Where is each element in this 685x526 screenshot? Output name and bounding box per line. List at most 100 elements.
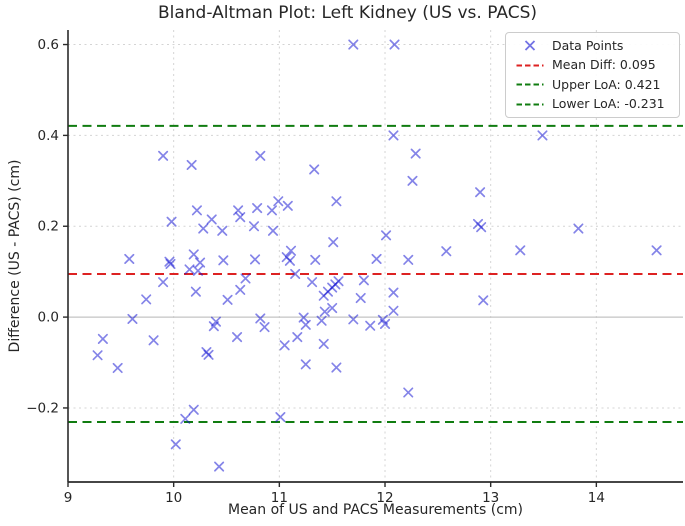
data-point: [379, 318, 391, 329]
legend-label: Lower LoA: -0.231: [552, 96, 665, 111]
data-point: [275, 411, 286, 423]
chart-title: Bland-Altman Plot: Left Kidney (US vs. P…: [157, 3, 537, 23]
legend-item-mean-diff: Mean Diff: 0.095: [506, 57, 679, 72]
legend-label: Upper LoA: 0.421: [552, 76, 661, 92]
data-point: [478, 295, 489, 306]
data-point: [273, 196, 284, 207]
data-point: [410, 148, 421, 159]
data-point: [309, 164, 320, 175]
y-tick-label--0.2: −0.2: [26, 400, 59, 416]
data-point: [190, 286, 201, 297]
data-point: [348, 314, 359, 325]
data-point: [282, 200, 293, 211]
data-point: [184, 264, 195, 275]
data-point: [240, 273, 251, 284]
data-point: [403, 387, 414, 398]
data-point: [97, 333, 108, 344]
data-point: [348, 39, 359, 50]
data-point: [158, 150, 169, 161]
data-point: [307, 277, 318, 288]
data-point: [164, 256, 175, 267]
data-point: [255, 150, 266, 161]
legend: Data Points Mean Diff: 0.095 Upper LoA: …: [505, 32, 680, 118]
data-point: [166, 216, 177, 227]
data-point: [252, 203, 263, 214]
legend-green-dashed-line-icon: [516, 103, 544, 106]
legend-item-upper-loa: Upper LoA: 0.421: [506, 78, 679, 91]
data-point: [127, 313, 138, 324]
legend-green-dashed-line-icon: [516, 83, 544, 86]
x-tick-label-11: 11: [271, 490, 288, 506]
legend-x-marker-icon: [524, 40, 536, 51]
data-point: [285, 245, 297, 256]
data-point: [217, 225, 228, 236]
data-point: [318, 338, 329, 349]
x-tick-label-12: 12: [376, 490, 393, 506]
y-tick-label-0.2: 0.2: [38, 219, 59, 235]
x-tick-label-14: 14: [588, 490, 605, 506]
data-point: [206, 214, 217, 225]
data-point: [124, 253, 135, 265]
data-point: [158, 277, 169, 288]
data-point: [328, 237, 339, 248]
y-tick-label-0: 0.0: [38, 310, 59, 326]
data-point: [355, 292, 366, 304]
data-point: [515, 245, 526, 256]
data-point: [537, 130, 548, 141]
x-tick-label-10: 10: [165, 490, 182, 506]
y-tick-label-0.6: 0.6: [38, 37, 59, 53]
legend-item-data-points: Data Points: [506, 39, 679, 52]
x-axis-label: Mean of US and PACS Measurements (cm): [227, 502, 524, 518]
legend-label: Data Points: [552, 37, 624, 53]
data-point: [292, 332, 303, 343]
data-point: [112, 362, 123, 374]
data-point: [180, 413, 191, 424]
data-point: [651, 245, 662, 256]
data-point: [381, 230, 392, 241]
data-point: [208, 321, 219, 332]
data-point: [186, 159, 197, 170]
data-point: [266, 205, 277, 216]
data-point: [331, 362, 342, 373]
data-point: [388, 305, 399, 316]
data-point: [365, 320, 376, 331]
data-point: [388, 130, 399, 141]
data-point: [388, 287, 399, 298]
data-point: [141, 294, 152, 305]
data-point: [371, 253, 382, 265]
data-point: [233, 205, 244, 216]
data-point: [300, 319, 311, 330]
data-point: [290, 268, 301, 279]
data-point: [279, 340, 290, 351]
data-point: [403, 254, 414, 265]
data-point: [319, 306, 330, 317]
data-point: [170, 439, 181, 450]
data-point: [573, 223, 584, 234]
data-point: [218, 255, 229, 266]
legend-item-lower-loa: Lower LoA: -0.231: [506, 96, 679, 111]
data-point: [407, 175, 418, 186]
data-point: [255, 313, 266, 324]
data-point: [235, 284, 246, 295]
data-point: [300, 359, 311, 370]
data-point: [333, 276, 344, 287]
data-point: [188, 249, 199, 260]
data-point: [259, 322, 270, 333]
data-point: [203, 349, 214, 360]
data-point: [92, 350, 103, 361]
data-point: [198, 223, 209, 234]
data-point: [249, 254, 261, 265]
data-point: [476, 222, 487, 233]
y-tick-label-0.4: 0.4: [38, 128, 59, 144]
data-point: [358, 275, 369, 286]
data-point: [248, 221, 260, 232]
data-point: [331, 196, 342, 207]
legend-label: Mean Diff: 0.095: [552, 57, 656, 72]
data-point: [475, 187, 486, 198]
data-point: [188, 404, 199, 415]
data-point: [441, 246, 452, 257]
data-point: [327, 302, 338, 314]
x-tick-label-9: 9: [64, 490, 73, 506]
